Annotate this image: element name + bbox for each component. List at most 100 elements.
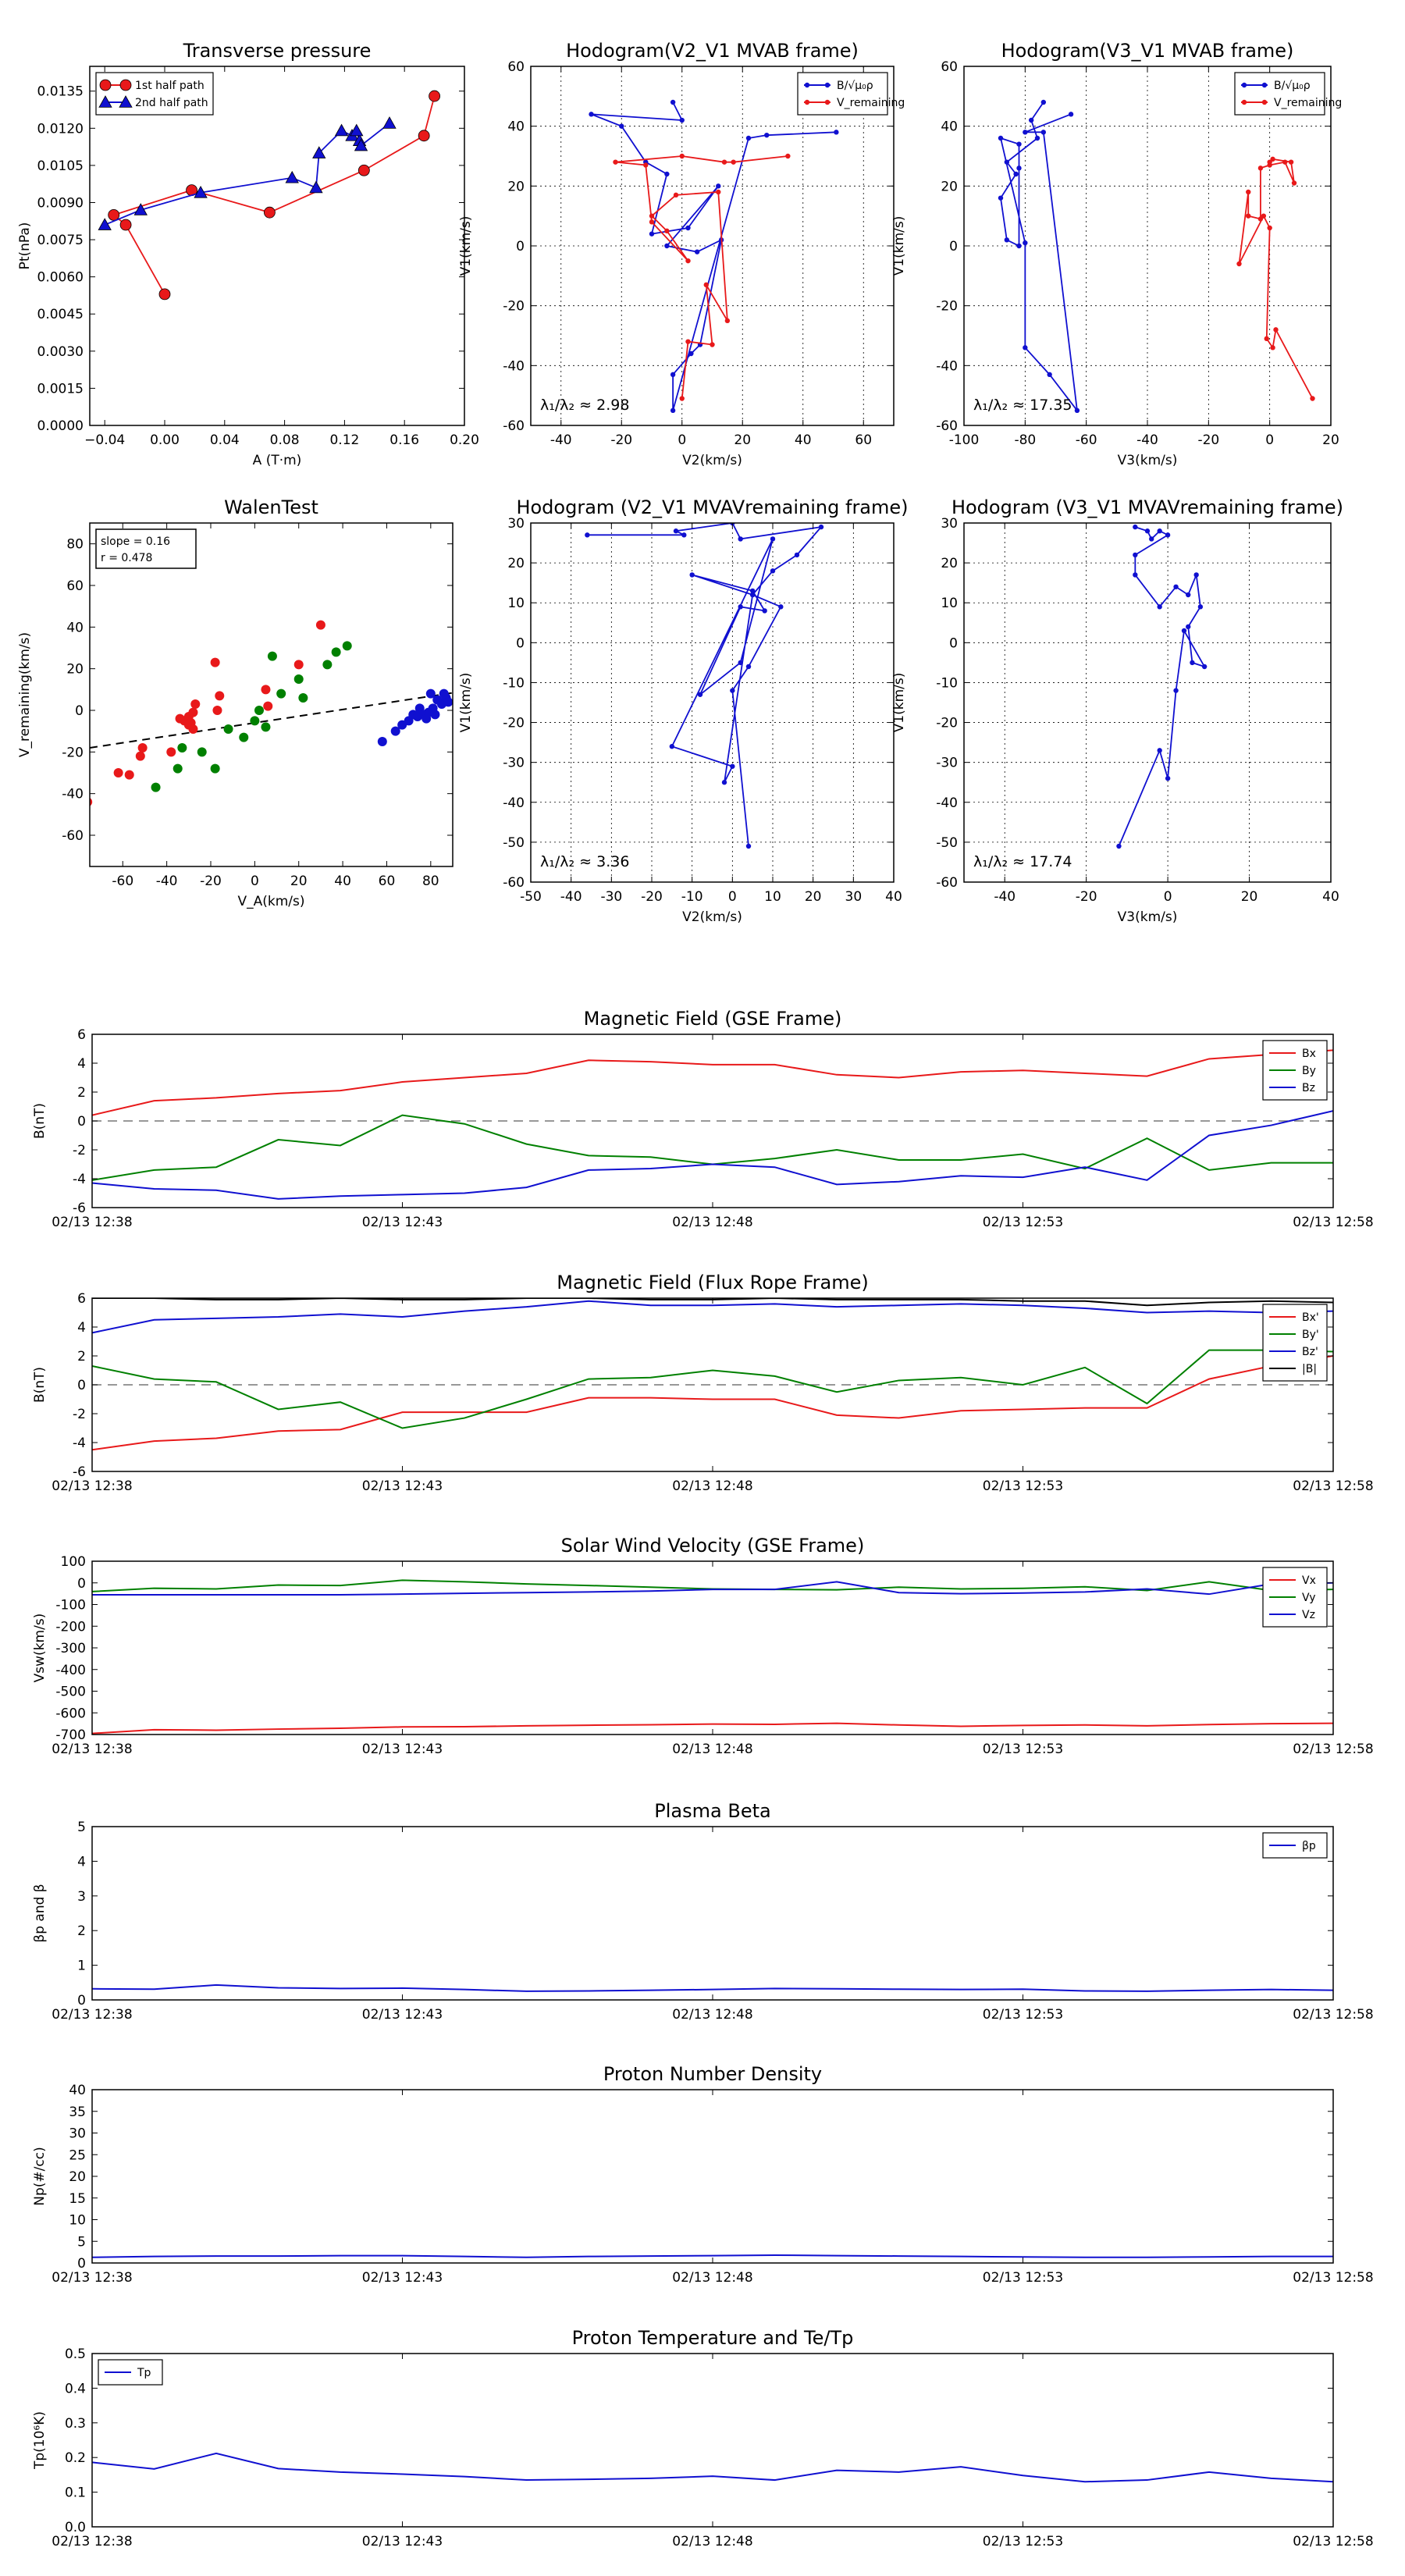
y-tick-label: 40 (941, 119, 958, 135)
x-tick-label: 0.04 (210, 432, 240, 448)
data-point (730, 763, 735, 769)
legend-marker (119, 79, 132, 91)
chart-np: 02/13 12:38 02/13 12:43 02/13 12:48 02/13 1… (32, 2063, 1374, 2286)
legend: Bx' By' Bz' |B| (1262, 1304, 1328, 1382)
data-point (158, 288, 171, 301)
data-point (418, 130, 430, 142)
data-point (818, 524, 824, 530)
y-tick-label: 30 (507, 516, 525, 532)
plot-area (92, 1298, 1333, 1451)
fit-line (90, 692, 453, 749)
legend-label: V_remaining (1274, 97, 1342, 109)
x-tick-label: 02/13 12:38 (52, 1478, 132, 1494)
x-tick-label: 20 (805, 889, 822, 905)
data-point (1246, 213, 1251, 219)
data-point (322, 660, 333, 670)
series-0-line (587, 523, 823, 847)
legend-label: B/√μ₀ρ (837, 80, 873, 92)
data-point (703, 282, 709, 288)
x-tick-label: 02/13 12:58 (1293, 1742, 1373, 1757)
y-tick-label: -100 (55, 1598, 86, 1614)
legend-label: 2nd half path (135, 97, 208, 109)
y-tick-label: 4 (77, 1320, 86, 1336)
eigenvalue-ratio-label: λ₁/λ₂ ≈ 3.36 (540, 853, 629, 870)
y-tick-label: -40 (936, 358, 958, 374)
x-tick-label: -40 (156, 873, 178, 889)
plot-area (1116, 524, 1208, 849)
y-tick-label: -10 (503, 675, 525, 691)
chart-mag_fr: 02/13 12:38 02/13 12:43 02/13 12:48 02/13 1… (32, 1272, 1374, 1494)
data-point (745, 135, 752, 141)
legend-marker (824, 82, 831, 88)
y-tick-label: -40 (503, 795, 525, 811)
series-v-remaining-line (1238, 158, 1314, 399)
series-bz--line (92, 1300, 1333, 1334)
data-point (177, 743, 187, 753)
x-axis-label: V2(km/s) (682, 909, 742, 925)
y-axis-label: B(nT) (32, 1103, 48, 1139)
y-tick-label: 2 (77, 1923, 86, 1939)
legend-label: Bx (1302, 1048, 1316, 1060)
data-point (1270, 345, 1275, 350)
chart-hodo_v3_mvav: -40 -20 0 20 40 -60 -50 -40 -30 -20 -10 0 10 20 30Hodo… (891, 496, 1343, 925)
x-tick-label: 02/13 12:53 (983, 1478, 1063, 1494)
data-point (108, 208, 120, 221)
data-point (1133, 552, 1138, 558)
data-point (1157, 604, 1162, 610)
legend-label: |B| (1302, 1363, 1317, 1375)
x-tick-label: 02/13 12:58 (1293, 1215, 1373, 1230)
series-by-line (92, 1114, 1333, 1181)
data-point (190, 699, 201, 709)
data-point (98, 218, 112, 230)
data-point (770, 568, 776, 574)
x-tick-label: -20 (200, 873, 222, 889)
y-tick-label: 40 (69, 2083, 86, 2098)
data-point (670, 99, 676, 105)
y-tick-label: 0 (77, 2256, 86, 2272)
data-point (745, 664, 752, 670)
eigenvalue-ratio-label: λ₁/λ₂ ≈ 17.74 (973, 853, 1072, 870)
data-point (1165, 532, 1171, 538)
legend-marker (1261, 99, 1268, 105)
data-point (285, 170, 299, 183)
legend-label: Bz' (1302, 1346, 1318, 1358)
data-point (90, 798, 93, 806)
y-tick-label: -6 (73, 1464, 86, 1480)
y-tick-label: 30 (69, 2126, 86, 2142)
y-tick-label: 0.0135 (37, 84, 84, 100)
x-tick-label: 0 (728, 889, 737, 905)
y-tick-label: -2 (73, 1407, 86, 1422)
y-tick-label: -500 (55, 1685, 86, 1700)
y-tick-label: -200 (55, 1619, 86, 1635)
data-point (685, 339, 691, 344)
y-tick-label: 0.0045 (37, 307, 84, 322)
y-axis-label: V1(km/s) (458, 216, 474, 276)
x-tick-label: 0.08 (270, 432, 300, 448)
y-tick-label: 0 (77, 1993, 86, 2008)
y-tick-label: 0 (75, 703, 84, 719)
x-tick-label: 02/13 12:53 (983, 2270, 1063, 2286)
y-tick-label: 0 (77, 1378, 86, 1393)
plot-area (585, 523, 824, 849)
data-point (1157, 748, 1162, 753)
x-tick-label: -20 (1197, 432, 1219, 448)
y-tick-label: 6 (77, 1027, 86, 1043)
data-point (342, 641, 352, 651)
y-tick-label: -300 (55, 1641, 86, 1656)
plot-frame (91, 1560, 1334, 1735)
y-tick-label: 3 (77, 1889, 86, 1905)
x-tick-label: 40 (885, 889, 902, 905)
y-tick-label: -2 (73, 1143, 86, 1158)
chart-hodo_v3_mvab: -100 -80 -60 -40 -20 0 20 -60 -40 -20 0 20 40 60 Hodog… (891, 40, 1342, 468)
data-point (197, 747, 207, 757)
legend-box (95, 72, 214, 116)
x-tick-label: 02/13 12:38 (52, 2007, 132, 2023)
data-point (794, 552, 800, 558)
legend-label: 1st half path (135, 80, 205, 92)
data-point (377, 737, 387, 746)
data-point (429, 90, 440, 102)
plot-frame (89, 522, 454, 867)
data-point (382, 116, 397, 129)
data-point (1133, 572, 1138, 578)
data-point (1273, 327, 1279, 333)
